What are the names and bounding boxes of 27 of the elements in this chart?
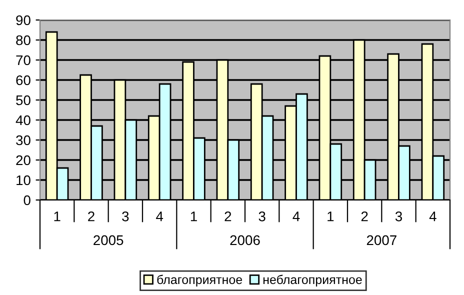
text: 2005 xyxy=(94,235,124,246)
y-tick-label: 50 xyxy=(16,95,30,106)
x-tick-label: 4 xyxy=(429,212,436,222)
x-tick-label: 2 xyxy=(224,211,232,222)
y-tick-label: 10 xyxy=(16,175,30,186)
y-tick-label: 90 xyxy=(16,15,30,26)
x-tick-label: 3 xyxy=(122,211,129,222)
x-tick-label: 1 xyxy=(190,212,197,222)
y-tick-label: 80 xyxy=(16,35,30,46)
x-tick-label: 3 xyxy=(258,211,266,222)
y-tick-label: 60 xyxy=(16,75,30,86)
x-tick-label: 2 xyxy=(88,211,94,222)
y-tick-label: 30 xyxy=(16,135,30,146)
x-tick-label: 1 xyxy=(54,212,60,222)
x-tick-label: 1 xyxy=(328,212,334,222)
y-tick-label: 0 xyxy=(24,195,30,206)
legend-label: благоприятное xyxy=(157,274,242,287)
y-tick-label: 70 xyxy=(16,55,30,66)
y-tick-label: 20 xyxy=(16,155,30,166)
x-tick-label: 2 xyxy=(361,211,368,222)
x-tick-label: 3 xyxy=(395,211,402,222)
legend-label: неблагоприятное xyxy=(263,274,362,287)
x-tick-label: 4 xyxy=(156,212,164,222)
text: 2007 xyxy=(366,235,396,246)
text: 2006 xyxy=(230,235,260,246)
y-tick-label: 40 xyxy=(16,115,30,126)
x-tick-label: 4 xyxy=(292,212,300,222)
